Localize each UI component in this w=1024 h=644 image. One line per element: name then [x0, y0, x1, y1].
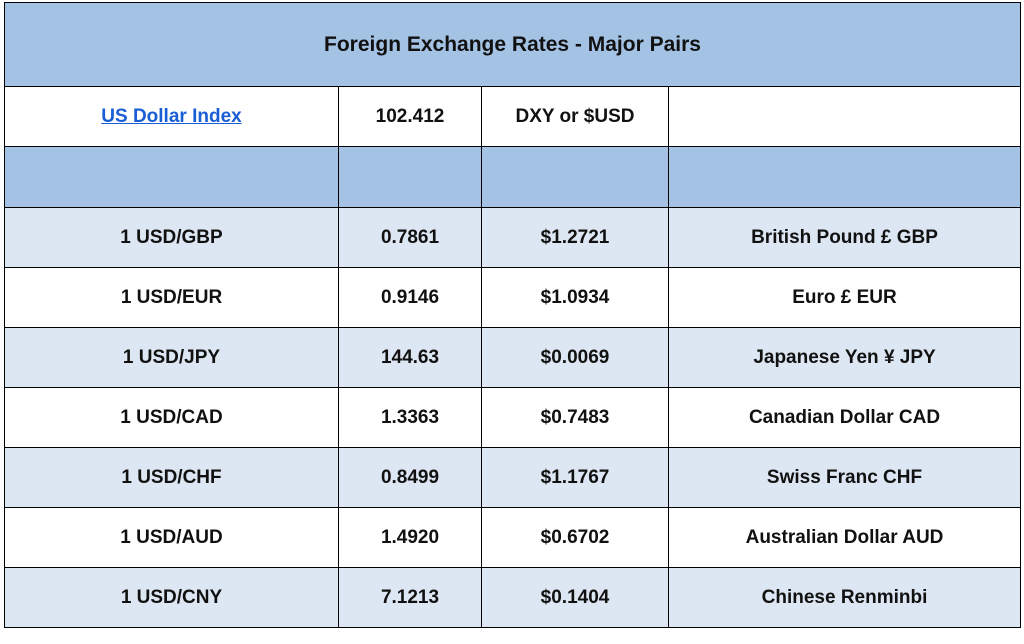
dollar-index-value: 102.412	[338, 86, 482, 147]
rate-row: 1 USD/EUR 0.9146 $1.0934 Euro £ EUR	[4, 267, 1022, 328]
rate-cell: 0.8499	[338, 447, 482, 508]
rate-row: 1 USD/AUD 1.4920 $0.6702 Australian Doll…	[4, 507, 1022, 568]
rate-cell: 1.3363	[338, 387, 482, 448]
inverse-rate-cell: $0.7483	[481, 387, 669, 448]
empty-cell	[4, 146, 339, 208]
pair-cell: 1 USD/CNY	[4, 567, 339, 628]
rate-row: 1 USD/CAD 1.3363 $0.7483 Canadian Dollar…	[4, 387, 1022, 448]
inverse-rate-cell: $1.0934	[481, 267, 669, 328]
spacer-row	[4, 146, 1022, 208]
inverse-rate-cell: $0.6702	[481, 507, 669, 568]
rate-row: 1 USD/GBP 0.7861 $1.2721 British Pound £…	[4, 207, 1022, 268]
currency-name-cell: Canadian Dollar CAD	[667, 387, 1022, 448]
rate-row: 1 USD/CNY 7.1213 $0.1404 Chinese Renminb…	[4, 567, 1022, 628]
empty-cell	[481, 146, 669, 208]
rate-cell: 1.4920	[338, 507, 482, 568]
currency-name-cell: Swiss Franc CHF	[667, 447, 1022, 508]
fx-rates-table: Foreign Exchange Rates - Major Pairs US …	[3, 2, 1022, 628]
pair-cell: 1 USD/CAD	[4, 387, 339, 448]
us-dollar-index-link[interactable]: US Dollar Index	[101, 105, 242, 127]
table-title: Foreign Exchange Rates - Major Pairs	[3, 2, 1022, 87]
inverse-rate-cell: $0.1404	[481, 567, 669, 628]
inverse-rate-cell: $1.2721	[481, 207, 669, 268]
pair-cell: 1 USD/EUR	[4, 267, 339, 328]
dollar-index-row: US Dollar Index 102.412 DXY or $USD	[4, 86, 1022, 147]
dollar-index-note: DXY or $USD	[481, 86, 669, 147]
pair-cell: 1 USD/GBP	[4, 207, 339, 268]
rate-row: 1 USD/CHF 0.8499 $1.1767 Swiss Franc CHF	[4, 447, 1022, 508]
empty-cell	[338, 146, 482, 208]
pair-cell: 1 USD/CHF	[4, 447, 339, 508]
currency-name-cell: Australian Dollar AUD	[667, 507, 1022, 568]
currency-name-cell: Japanese Yen ¥ JPY	[667, 327, 1022, 388]
rate-cell: 0.7861	[338, 207, 482, 268]
rate-cell: 0.9146	[338, 267, 482, 328]
currency-name-cell: Chinese Renminbi	[667, 567, 1022, 628]
dollar-index-cell: US Dollar Index	[4, 86, 339, 147]
rate-cell: 7.1213	[338, 567, 482, 628]
inverse-rate-cell: $1.1767	[481, 447, 669, 508]
empty-cell	[667, 146, 1022, 208]
title-row: Foreign Exchange Rates - Major Pairs	[3, 2, 1022, 87]
rate-row: 1 USD/JPY 144.63 $0.0069 Japanese Yen ¥ …	[4, 327, 1022, 388]
pair-cell: 1 USD/AUD	[4, 507, 339, 568]
pair-cell: 1 USD/JPY	[4, 327, 339, 388]
dollar-index-extra	[667, 86, 1022, 147]
currency-name-cell: British Pound £ GBP	[667, 207, 1022, 268]
rate-cell: 144.63	[338, 327, 482, 388]
inverse-rate-cell: $0.0069	[481, 327, 669, 388]
currency-name-cell: Euro £ EUR	[667, 267, 1022, 328]
